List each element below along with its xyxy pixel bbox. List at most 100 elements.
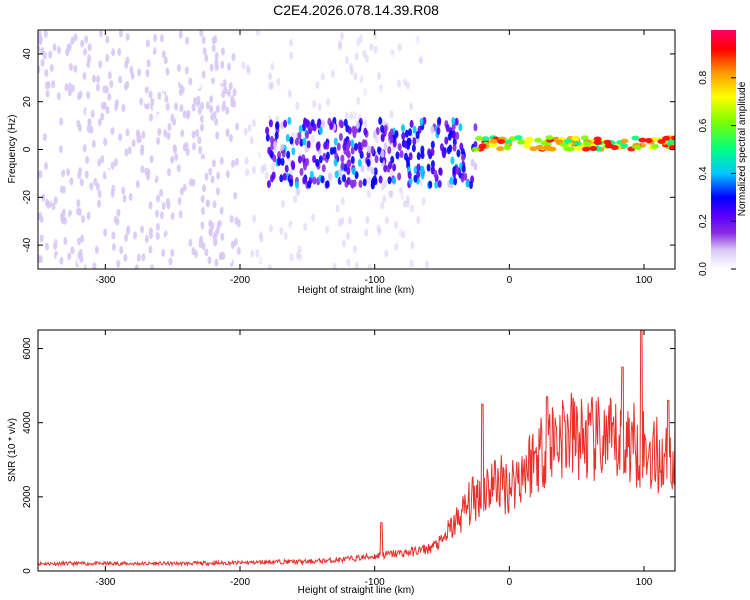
heatmap-cell — [346, 38, 351, 47]
heatmap-cell — [461, 153, 466, 162]
colorbar-tick-label: 0.8 — [698, 70, 709, 84]
heatmap-cell — [141, 130, 146, 139]
heatmap-cell — [214, 63, 219, 72]
heatmap-cell — [424, 260, 429, 269]
heatmap-cell — [97, 189, 102, 198]
heatmap-cell — [404, 230, 409, 239]
heatmap-cell — [311, 213, 316, 222]
heatmap-cell — [73, 33, 78, 42]
heatmap-cell — [270, 186, 275, 195]
heatmap-cell — [451, 131, 456, 140]
x-tick-label: -300 — [95, 577, 115, 588]
heatmap-cell — [253, 77, 258, 86]
heatmap-cell — [444, 136, 449, 145]
heatmap-cell — [236, 247, 241, 256]
heatmap-cell — [230, 240, 235, 249]
heatmap-cell — [302, 176, 307, 185]
heatmap-cell — [228, 191, 233, 200]
heatmap-cell — [208, 136, 213, 145]
heatmap-cell — [280, 157, 285, 166]
heatmap-cell — [332, 34, 337, 43]
heatmap-cell — [170, 91, 175, 100]
heatmap-cell — [193, 64, 198, 73]
heatmap-cell — [321, 164, 326, 173]
y-tick-label: 0 — [22, 568, 33, 574]
heatmap-cell — [38, 255, 43, 264]
heatmap-cell — [455, 131, 460, 140]
heatmap-cell — [275, 115, 280, 124]
heatmap-cell — [473, 162, 478, 171]
heatmap-cell — [412, 137, 417, 146]
heatmap-cell — [302, 65, 307, 74]
heatmap-cell — [471, 146, 480, 152]
heatmap-cell — [270, 81, 275, 90]
heatmap-cell — [118, 133, 123, 142]
y-tick-label: 40 — [22, 48, 33, 60]
heatmap-cell — [195, 128, 200, 137]
heatmap-cell — [59, 185, 64, 194]
heatmap-cell — [318, 155, 323, 164]
heatmap-cell — [393, 82, 398, 91]
heatmap-cell — [478, 143, 487, 149]
heatmap-cell — [69, 214, 74, 223]
y-tick-label: 6000 — [22, 337, 33, 360]
heatmap-cell — [566, 146, 575, 152]
heatmap-cell — [405, 156, 410, 165]
heatmap-cell — [416, 152, 421, 161]
heatmap-cell — [116, 165, 121, 174]
heatmap-cell — [370, 145, 375, 154]
heatmap-cell — [302, 137, 307, 146]
heatmap-cell — [205, 180, 210, 189]
heatmap-cell — [582, 146, 591, 152]
heatmap-cell — [436, 126, 441, 135]
heatmap-cell — [633, 144, 642, 150]
heatmap-cell — [414, 71, 419, 80]
heatmap-cell — [514, 135, 523, 141]
heatmap-cell — [124, 233, 129, 242]
heatmap-cell — [226, 88, 231, 97]
heatmap-cell — [336, 49, 341, 58]
heatmap-cell — [251, 118, 256, 127]
heatmap-cell — [346, 238, 351, 247]
heatmap-cell — [119, 146, 124, 155]
heatmap-cell — [51, 80, 56, 89]
heatmap-cell — [361, 224, 366, 233]
heatmap-cell — [220, 60, 225, 69]
heatmap-cell — [168, 147, 173, 156]
heatmap-cell — [77, 237, 82, 246]
heatmap-cell — [307, 180, 312, 189]
heatmap-cell — [375, 127, 380, 136]
heatmap-cell — [119, 246, 124, 255]
heatmap-cell — [319, 111, 324, 120]
heatmap-cell — [419, 51, 424, 60]
heatmap-cell — [58, 221, 63, 230]
heatmap-cell — [249, 75, 254, 84]
heatmap-cell — [121, 186, 126, 195]
heatmap-cell — [218, 85, 223, 94]
heatmap-cell — [350, 146, 355, 155]
heatmap-cell — [199, 30, 204, 37]
heatmap-cell — [320, 175, 325, 184]
heatmap-cell — [98, 171, 103, 180]
heatmap-cell — [389, 52, 394, 61]
heatmap-cell — [330, 244, 335, 253]
x-tick-label: 100 — [636, 275, 653, 286]
heatmap-cell — [117, 47, 122, 56]
heatmap-cell — [168, 257, 173, 266]
heatmap-cell — [378, 193, 383, 202]
heatmap-cell — [338, 119, 343, 128]
heatmap-cell — [156, 113, 161, 122]
heatmap-cell — [208, 167, 213, 176]
heatmap-cell — [334, 248, 339, 257]
heatmap-cell — [298, 124, 303, 133]
heatmap-cell — [356, 96, 361, 105]
heatmap-cell — [42, 133, 47, 142]
heatmap-cell — [115, 217, 120, 226]
heatmap-cell — [104, 85, 109, 94]
heatmap-cell — [193, 250, 198, 259]
heatmap-cell — [362, 59, 367, 68]
heatmap-cell — [378, 175, 383, 184]
heatmap-cell — [90, 109, 95, 118]
heatmap-cell — [91, 74, 96, 83]
